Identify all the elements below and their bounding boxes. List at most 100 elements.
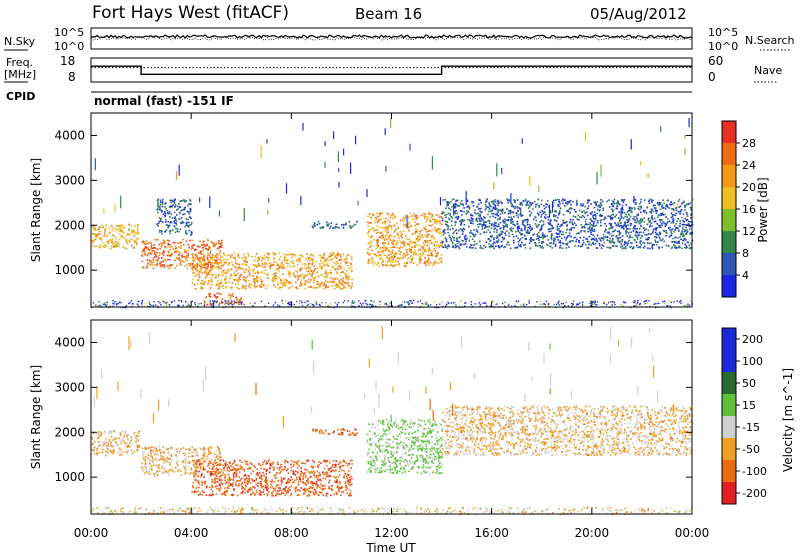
power-cell (379, 232, 382, 234)
power-cell (479, 303, 481, 306)
power-cell (579, 302, 581, 304)
power-cell (621, 240, 623, 243)
power-cell (309, 259, 311, 262)
power-cell (210, 305, 212, 307)
power-cell (488, 210, 490, 213)
power-cell (385, 217, 388, 220)
power-cell (623, 301, 625, 304)
power-cell (661, 246, 664, 249)
power-cell (393, 240, 395, 243)
power-cell (410, 224, 412, 227)
power-cell (315, 303, 318, 305)
power-cell (217, 253, 219, 256)
power-cell (538, 204, 540, 207)
power-cell (421, 229, 423, 232)
power-cell (305, 264, 307, 266)
power-cell (95, 304, 97, 306)
power-cell (415, 238, 418, 240)
power-cell (544, 305, 547, 307)
power-cell (387, 241, 390, 243)
power-cell (262, 285, 265, 287)
power-cell (447, 212, 450, 215)
power-cell (347, 277, 349, 279)
power-cell (661, 204, 664, 207)
power-cell (240, 303, 242, 305)
power-cell (266, 284, 268, 287)
power-cell (478, 208, 480, 210)
power-cell (117, 245, 119, 248)
power-cell (112, 299, 114, 302)
power-cell (529, 205, 531, 208)
power-cell (238, 266, 240, 268)
power-cell (128, 302, 130, 305)
velocity-cell (158, 464, 160, 466)
power-cell (297, 279, 299, 281)
power-cell (540, 246, 542, 249)
power-cell (538, 241, 541, 244)
power-cell (175, 247, 178, 249)
power-cell (373, 229, 376, 232)
power-cell (161, 201, 164, 204)
power-cell (476, 220, 479, 223)
power-cell (301, 283, 304, 285)
power-cell (205, 263, 208, 265)
power-cell (557, 213, 560, 216)
power-cell (621, 210, 624, 213)
power-cell (98, 228, 100, 231)
power-cell (445, 305, 447, 307)
power-cell (431, 216, 433, 218)
power-cell (643, 199, 646, 201)
power-cell (520, 245, 522, 248)
power-cell (368, 230, 370, 233)
power-cell (661, 219, 663, 221)
power-cell (598, 204, 600, 206)
power-cell (328, 223, 330, 225)
power-cell (480, 247, 482, 249)
velocity-cell (184, 459, 187, 461)
velocity-cell (105, 451, 108, 453)
power-cell (144, 303, 147, 305)
power-cell (439, 222, 442, 225)
power-cell (446, 202, 449, 205)
power-cell (449, 209, 452, 211)
power-cell (494, 199, 496, 201)
power-cell (538, 206, 540, 208)
power-cell (506, 226, 509, 228)
power-cell (646, 238, 648, 241)
power-cell (613, 202, 615, 204)
power-cell (379, 218, 382, 220)
power-cell (452, 245, 454, 247)
power-cell (491, 245, 494, 248)
power-cell (520, 233, 522, 236)
power-cell (628, 236, 630, 239)
power-cell (343, 148, 345, 156)
power-cell (268, 198, 270, 203)
power-cell (296, 300, 298, 303)
power-cell (333, 227, 335, 229)
power-cell (261, 258, 264, 260)
power-cell (455, 229, 458, 231)
power-cell (172, 200, 174, 202)
power-cell (338, 286, 341, 289)
power-cell (478, 214, 480, 217)
power-cell (518, 207, 521, 209)
power-cell (227, 268, 230, 271)
power-cell (198, 252, 200, 254)
power-cell (638, 227, 641, 230)
power-cell (657, 214, 659, 216)
power-cell (138, 300, 140, 303)
velocity-cell (213, 461, 216, 463)
power-cell (677, 229, 680, 231)
velocity-cell (102, 441, 104, 444)
power-cell (615, 245, 617, 247)
power-cell (490, 245, 492, 248)
power-cell (186, 267, 189, 270)
power-cell (169, 232, 172, 235)
power-cell (672, 222, 675, 224)
power-cell (146, 254, 149, 257)
power-cell (621, 225, 623, 228)
power-cell (510, 202, 512, 205)
power-cell (524, 219, 526, 221)
power-cell (202, 249, 205, 252)
power-cell (685, 211, 688, 214)
